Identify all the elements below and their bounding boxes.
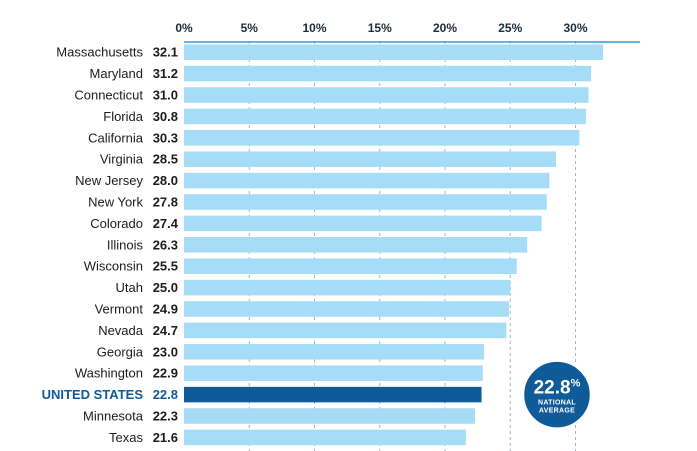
bar [184,130,580,146]
x-tick-label: 20% [433,21,457,35]
bar [184,172,550,189]
bar [184,322,507,339]
bar [184,215,542,232]
category-label: Wisconsin [84,259,143,274]
callout-unit: % [571,378,581,390]
x-axis-ticks: 0% 5% 10% 15% 20% 25% 30% [175,21,588,35]
callout-value: 22.8% [534,378,581,399]
national-average-callout: 22.8% NATIONAL AVERAGE [521,359,593,430]
bar [184,65,592,82]
category-label: Texas [109,430,143,445]
value-label: 28.5 [153,152,178,167]
category-label: Nevada [98,323,144,338]
bar [184,237,528,253]
bar [184,429,466,446]
category-label: Florida [103,109,144,124]
category-label: New Jersey [75,173,143,188]
bar [184,258,517,274]
bar [184,151,556,167]
value-label: 27.4 [153,216,179,231]
bar [184,87,589,103]
bar [184,44,603,60]
x-tick-label: 25% [498,21,522,35]
bars [184,44,603,446]
callout-line-average: AVERAGE [539,408,575,415]
value-label: 28.0 [153,173,178,188]
value-label: 27.8 [153,195,178,210]
value-label: 24.9 [153,302,178,317]
category-label: California [88,130,144,145]
category-label: Vermont [95,302,144,317]
bar-highlight [184,386,482,403]
category-label: UNITED STATES [42,387,144,402]
x-tick-label: 15% [368,21,392,35]
value-label: 32.1 [153,45,178,60]
bar [184,108,586,125]
bar [184,344,485,360]
callout-number: 22.8 [534,378,571,399]
x-tick-label: 0% [175,21,193,35]
category-label: Washington [75,366,143,381]
value-label: 21.6 [153,430,178,445]
value-label: 22.3 [153,409,178,424]
x-tick-label: 30% [563,21,587,35]
callout-line-national: NATIONAL [538,400,576,407]
value-label: 31.2 [153,66,178,81]
value-label: 31.0 [153,88,178,103]
value-label: 25.5 [153,259,178,274]
category-label: Maryland [90,66,143,81]
category-label: Connecticut [74,88,143,103]
bar-labels: Massachusetts 32.1 Maryland 31.2 Connecticut… [42,45,179,445]
value-label: 24.7 [153,323,178,338]
category-label: Georgia [97,344,144,359]
value-label: 30.3 [153,130,178,145]
category-label: New York [88,195,143,210]
value-label: 30.8 [153,109,178,124]
value-label: 26.3 [153,237,178,252]
bar [184,301,509,317]
category-label: Utah [116,280,143,295]
value-label: 22.9 [153,366,178,381]
category-label: Minnesota [83,409,144,424]
x-tick-label: 10% [302,21,326,35]
category-label: Illinois [107,237,144,252]
bar [184,365,483,381]
x-tick-label: 5% [241,21,259,35]
bar [184,194,547,210]
category-label: Virginia [100,152,144,167]
value-label: 22.8 [153,387,178,402]
category-label: Colorado [90,216,143,231]
callout-circle [521,359,593,430]
value-label: 23.0 [153,344,178,359]
value-label: 25.0 [153,280,178,295]
bar [184,279,511,296]
category-label: Massachusetts [56,45,143,60]
bar [184,408,476,424]
